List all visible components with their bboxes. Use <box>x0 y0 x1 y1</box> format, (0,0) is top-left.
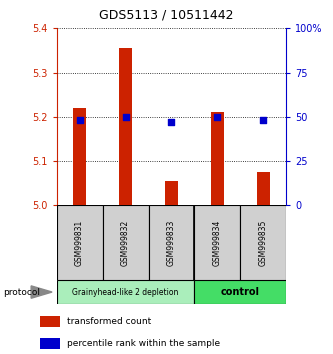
Bar <box>119 48 133 205</box>
Text: GSM999833: GSM999833 <box>167 219 176 266</box>
Text: control: control <box>221 287 260 297</box>
Bar <box>240 205 286 280</box>
Text: percentile rank within the sample: percentile rank within the sample <box>67 339 220 348</box>
Bar <box>194 205 240 280</box>
Point <box>261 118 266 123</box>
Bar <box>57 280 194 304</box>
Text: GDS5113 / 10511442: GDS5113 / 10511442 <box>99 8 234 21</box>
Text: protocol: protocol <box>3 287 40 297</box>
Polygon shape <box>31 286 52 298</box>
Bar <box>40 338 60 349</box>
Text: GSM999831: GSM999831 <box>75 219 84 266</box>
Text: Grainyhead-like 2 depletion: Grainyhead-like 2 depletion <box>72 287 179 297</box>
Text: GSM999834: GSM999834 <box>213 219 222 266</box>
Point <box>77 118 82 123</box>
Bar <box>57 205 103 280</box>
Bar <box>40 316 60 327</box>
Bar <box>73 108 87 205</box>
Point <box>123 114 128 120</box>
Text: transformed count: transformed count <box>67 317 151 326</box>
Point <box>215 114 220 120</box>
Text: GSM999832: GSM999832 <box>121 219 130 266</box>
Bar <box>256 172 270 205</box>
Point <box>169 119 174 125</box>
Bar <box>210 113 224 205</box>
Text: GSM999835: GSM999835 <box>259 219 268 266</box>
Bar <box>149 205 194 280</box>
Bar <box>194 280 286 304</box>
Bar <box>165 181 178 205</box>
Bar <box>103 205 149 280</box>
